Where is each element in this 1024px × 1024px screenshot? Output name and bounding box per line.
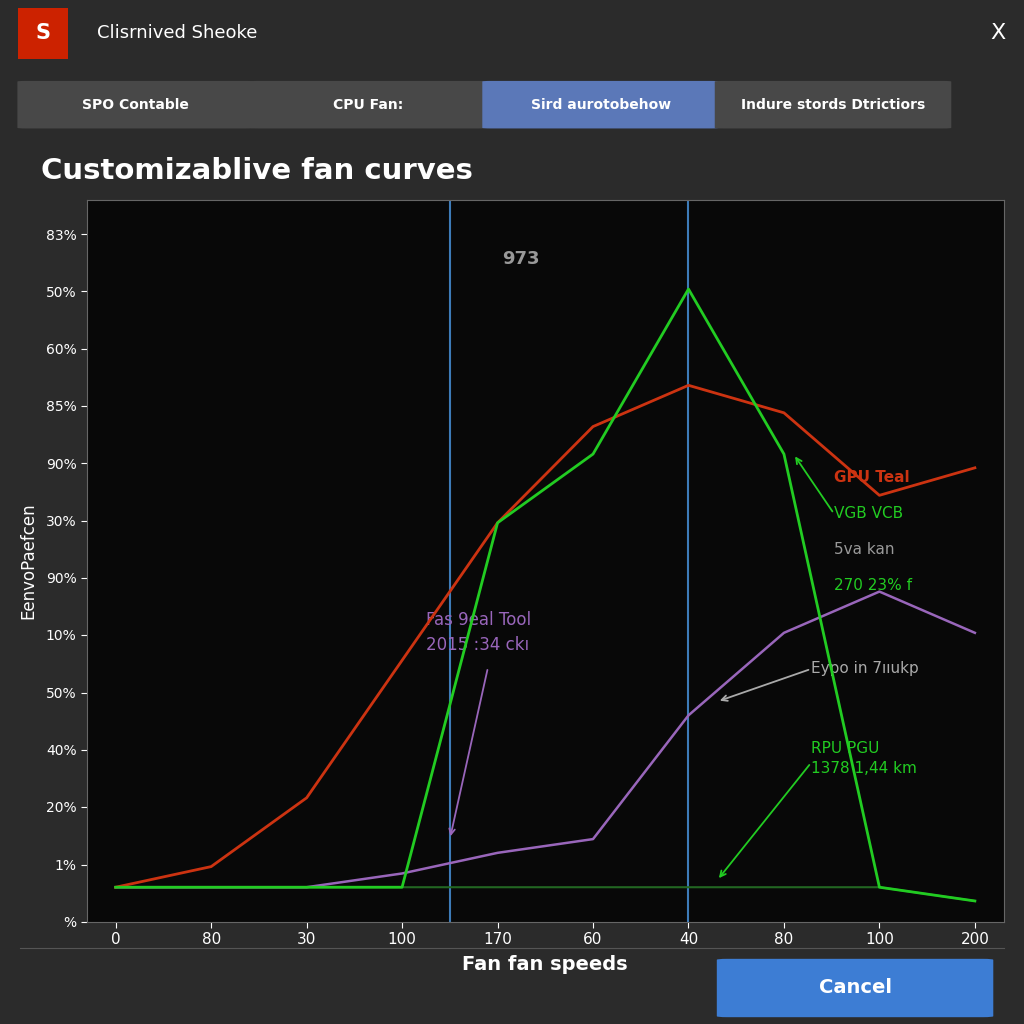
FancyBboxPatch shape [482,81,719,128]
Text: 5va kan: 5va kan [834,543,895,557]
Text: SPO Contable: SPO Contable [82,97,189,112]
Y-axis label: EenvoPaefcen: EenvoPaefcen [19,503,38,618]
Text: Sird aurotobehow: Sird aurotobehow [530,97,671,112]
Text: Cancel: Cancel [818,978,892,996]
Text: S: S [36,24,50,43]
FancyBboxPatch shape [17,81,254,128]
Text: Eypo in 7ııukp: Eypo in 7ııukp [811,662,919,677]
FancyBboxPatch shape [18,8,68,58]
FancyBboxPatch shape [250,81,486,128]
Text: RPU PGU
1378 1,44 km: RPU PGU 1378 1,44 km [811,741,916,776]
Text: Fas 9eal Tool
2015 :34 ckı: Fas 9eal Tool 2015 :34 ckı [426,611,531,654]
Text: GPU Teal: GPU Teal [834,470,909,485]
Text: Indure stords Dtrictiors: Indure stords Dtrictiors [741,97,925,112]
Text: VGB VCB: VGB VCB [834,506,903,521]
Text: 270 23% f: 270 23% f [834,579,912,593]
Text: 973: 973 [503,251,540,268]
Text: Clisrnived Sheoke: Clisrnived Sheoke [97,25,258,42]
Text: CPU Fan:: CPU Fan: [333,97,403,112]
Text: X: X [991,24,1006,43]
FancyBboxPatch shape [717,958,993,1017]
Text: Customizablive fan curves: Customizablive fan curves [41,157,473,184]
FancyBboxPatch shape [715,81,951,128]
X-axis label: Fan fan speeds: Fan fan speeds [463,955,628,975]
